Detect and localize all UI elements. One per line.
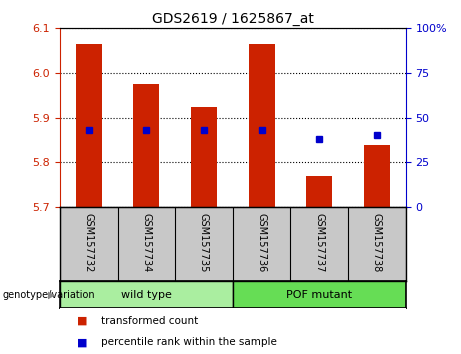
- Bar: [133, 84, 160, 207]
- Text: GSM157738: GSM157738: [372, 213, 382, 272]
- Text: GSM157734: GSM157734: [142, 213, 151, 272]
- Text: ▶: ▶: [48, 290, 55, 300]
- Text: ■: ■: [77, 316, 88, 326]
- Text: GSM157736: GSM157736: [257, 213, 266, 272]
- Text: POF mutant: POF mutant: [286, 290, 352, 300]
- Bar: [248, 44, 275, 207]
- Bar: [306, 176, 332, 207]
- Bar: [76, 44, 102, 207]
- Bar: [191, 107, 217, 207]
- Text: GSM157735: GSM157735: [199, 213, 209, 273]
- Text: genotype/variation: genotype/variation: [2, 290, 95, 300]
- Bar: [364, 144, 390, 207]
- Text: ■: ■: [77, 337, 88, 348]
- Bar: [60, 281, 233, 308]
- Text: GSM157732: GSM157732: [84, 213, 94, 273]
- Text: percentile rank within the sample: percentile rank within the sample: [101, 337, 278, 348]
- Text: GSM157737: GSM157737: [314, 213, 324, 273]
- Text: transformed count: transformed count: [101, 316, 199, 326]
- Text: wild type: wild type: [121, 290, 172, 300]
- Bar: [233, 281, 406, 308]
- Title: GDS2619 / 1625867_at: GDS2619 / 1625867_at: [152, 12, 314, 26]
